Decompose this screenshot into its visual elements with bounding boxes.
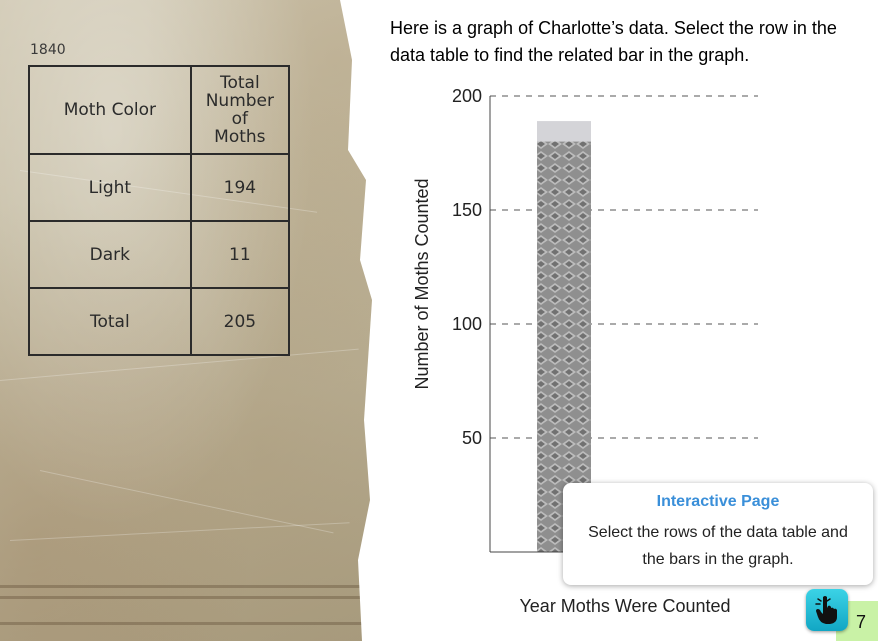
header-total-moths: Total Number of Moths: [189, 65, 291, 155]
table-header-row: Moth Color Total Number of Moths: [28, 65, 291, 155]
moth-bar-chart: 50 100 150 200 Number of Moths Counted: [412, 86, 758, 553]
row-label: Total: [28, 287, 192, 356]
x-axis-label: Year Moths Were Counted: [519, 596, 731, 616]
notebook-year: 1840: [30, 42, 66, 58]
interactive-hand-button[interactable]: [806, 589, 848, 631]
row-value: 205: [189, 287, 291, 356]
row-value: 194: [189, 153, 291, 222]
table-row-light[interactable]: Light 194: [28, 153, 291, 222]
instruction-text: Here is a graph of Charlotte’s data. Sel…: [390, 18, 837, 65]
table-row-total[interactable]: Total 205: [28, 287, 291, 356]
pointing-hand-icon: [815, 596, 837, 624]
row-label: Dark: [28, 220, 192, 289]
y-tick-label-100: 100: [452, 314, 482, 334]
header-moth-color: Moth Color: [28, 65, 192, 155]
y-axis-label: Number of Moths Counted: [412, 178, 432, 389]
table-row-dark[interactable]: Dark 11: [28, 220, 291, 289]
interactive-page-tooltip: Interactive Page Select the rows of the …: [563, 483, 873, 585]
page-number: 7: [856, 612, 867, 632]
y-tick-label-50: 50: [462, 428, 482, 448]
moth-data-table: Moth Color Total Number of Moths Light 1…: [28, 65, 291, 356]
tooltip-body: Select the rows of the data table and th…: [588, 524, 848, 568]
tooltip-title: Interactive Page: [656, 493, 780, 510]
row-label: Light: [28, 153, 192, 222]
row-value: 11: [189, 220, 291, 289]
y-tick-label-150: 150: [452, 200, 482, 220]
y-tick-label-200: 200: [452, 86, 482, 106]
